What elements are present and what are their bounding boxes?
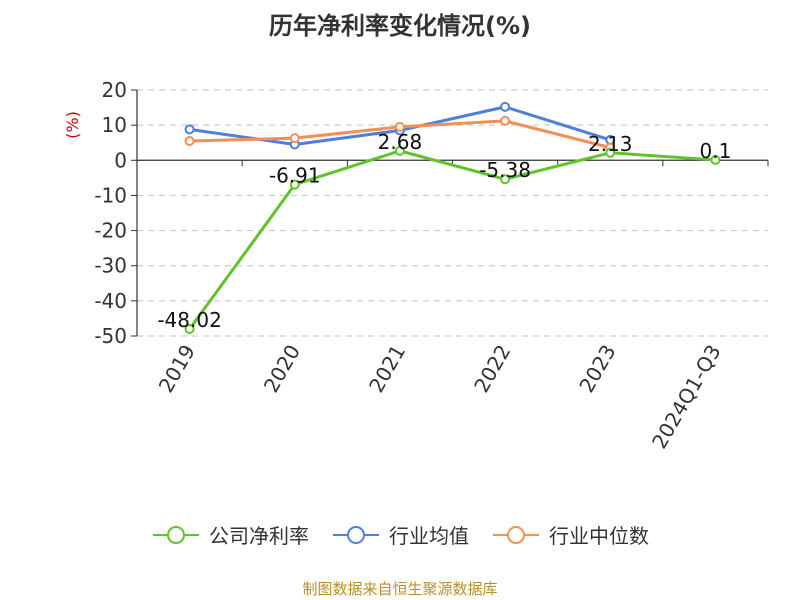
grid-layer bbox=[137, 89, 768, 337]
series-line-0 bbox=[188, 149, 716, 330]
series-point-0 bbox=[184, 324, 195, 335]
legend-item[interactable]: 公司净利率 bbox=[151, 520, 309, 549]
series-point-0 bbox=[500, 174, 511, 185]
series-point-1 bbox=[500, 101, 511, 112]
y-tick-label: -20 bbox=[94, 219, 127, 243]
legend-item[interactable]: 行业中位数 bbox=[491, 520, 649, 549]
legend-marker-circle bbox=[167, 525, 185, 544]
legend: 公司净利率 行业均值 行业中位数 bbox=[0, 520, 800, 549]
legend-label: 行业均值 bbox=[389, 524, 469, 548]
legend-label: 行业中位数 bbox=[549, 524, 649, 548]
legend-marker-circle bbox=[507, 525, 525, 544]
y-tick-label: 0 bbox=[114, 148, 127, 172]
legend-marker-icon bbox=[153, 525, 199, 544]
series-point-0 bbox=[605, 147, 616, 158]
series-point-0 bbox=[394, 145, 405, 156]
x-tick-label: 2023 bbox=[574, 341, 620, 397]
series-layer bbox=[184, 101, 721, 335]
x-tick-label: 2024Q1-Q3 bbox=[647, 341, 726, 453]
source-note: 制图数据来自恒生聚源数据库 bbox=[302, 580, 498, 598]
x-tick-label: 2021 bbox=[364, 341, 410, 397]
y-axis-label: (%) bbox=[63, 111, 82, 139]
label-layer: -48.02 -6.91 2.68 -5.38 2.13 0.1 bbox=[157, 130, 731, 332]
x-tick-label: 2020 bbox=[259, 341, 305, 397]
data-label: 0.1 bbox=[700, 139, 732, 163]
data-label: -5.38 bbox=[479, 158, 531, 182]
legend-label: 公司净利率 bbox=[209, 524, 309, 548]
series-point-2 bbox=[500, 115, 511, 126]
data-label: -48.02 bbox=[157, 308, 221, 332]
series-point-2 bbox=[394, 121, 405, 132]
data-label: -6.91 bbox=[269, 164, 321, 188]
legend-marker-circle bbox=[347, 525, 365, 544]
series-point-2 bbox=[289, 133, 300, 144]
series-point-0 bbox=[710, 154, 721, 165]
series-point-1 bbox=[184, 124, 195, 135]
chart-title: 历年净利率变化情况(%) bbox=[269, 12, 531, 40]
y-tick-label: -10 bbox=[94, 183, 127, 207]
y-tick-label: -50 bbox=[94, 324, 127, 348]
data-label: 2.68 bbox=[378, 130, 423, 154]
y-tick-label: -40 bbox=[94, 289, 127, 313]
x-tick-label: 2019 bbox=[154, 341, 200, 397]
y-tick-label: -30 bbox=[94, 254, 127, 278]
legend-marker-icon bbox=[493, 525, 539, 544]
legend-marker-icon bbox=[333, 525, 379, 544]
line-chart: 20 10 0 -10 -20 -30 -40 -50 2019 2020 2021 2022 2023… bbox=[63, 78, 769, 453]
legend-item[interactable]: 行业均值 bbox=[331, 520, 469, 549]
data-label: 2.13 bbox=[588, 132, 633, 156]
y-tick-label: 20 bbox=[102, 78, 127, 102]
x-tick-label: 2022 bbox=[469, 341, 515, 397]
series-point-2 bbox=[184, 135, 195, 146]
series-point-0 bbox=[289, 179, 300, 190]
y-tick-label: 10 bbox=[102, 113, 127, 137]
